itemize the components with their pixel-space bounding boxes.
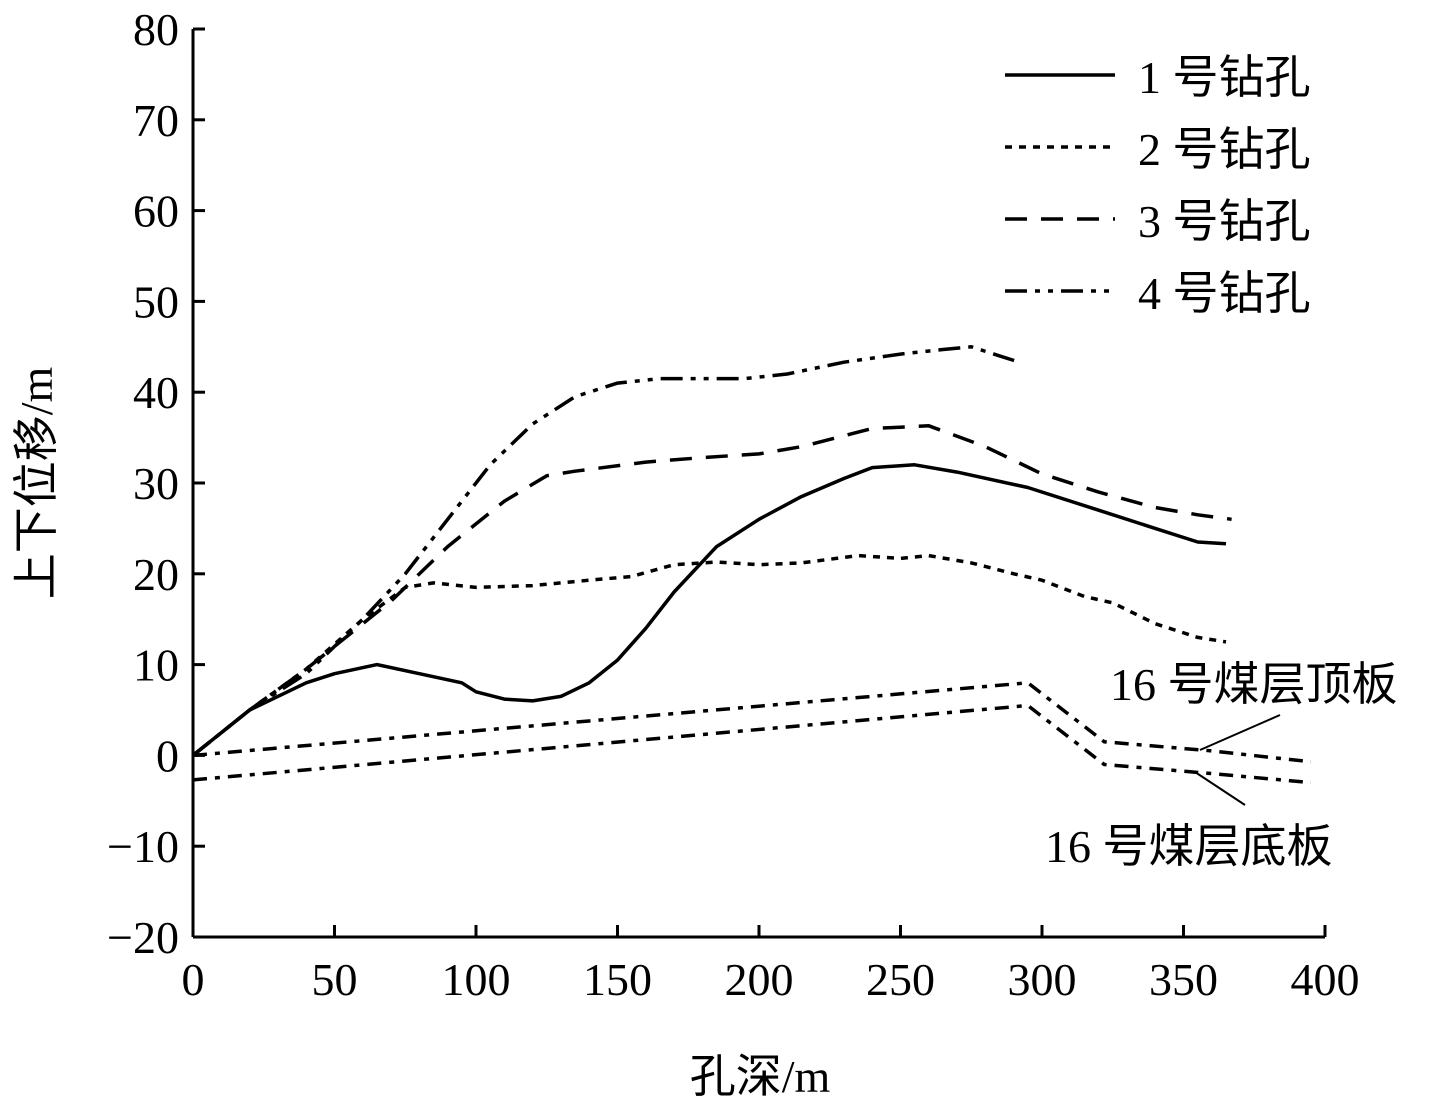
x-tick-label: 300 <box>1008 954 1077 1005</box>
y-tick-label: 70 <box>133 95 179 146</box>
series-line-3 <box>191 424 1232 757</box>
y-tick-label: 20 <box>133 549 179 600</box>
y-tick-label: 50 <box>133 276 179 327</box>
y-axis-label: 上下位移/m <box>11 367 62 600</box>
y-tick-label: 10 <box>133 640 179 691</box>
y-tick-label: 80 <box>133 4 179 55</box>
legend-label-1: 1 号钻孔 <box>1138 52 1311 103</box>
legend: 1 号钻孔 2 号钻孔 3 号钻孔 4 号钻孔 <box>1005 52 1311 319</box>
legend-label-4: 4 号钻孔 <box>1138 268 1311 319</box>
coal-roof-line <box>192 680 1312 764</box>
y-tick-label: 40 <box>133 367 179 418</box>
legend-label-3: 3 号钻孔 <box>1138 196 1311 247</box>
series-line-1 <box>191 463 1227 757</box>
x-tick-label: 200 <box>725 954 794 1005</box>
x-tick-label: 100 <box>442 954 511 1005</box>
y-tick-label: 0 <box>156 730 179 781</box>
coal-floor-line <box>192 703 1312 785</box>
coal-roof-label: 16 号煤层顶板 <box>1110 659 1398 710</box>
y-tick-label: 30 <box>133 458 179 509</box>
x-tick-label: 400 <box>1291 954 1360 1005</box>
legend-label-2: 2 号钻孔 <box>1138 124 1311 175</box>
x-tick-label: 150 <box>583 954 652 1005</box>
x-tick-label: 350 <box>1149 954 1218 1005</box>
coal-floor-leader <box>1194 771 1246 806</box>
y-tick-label: −10 <box>107 821 179 872</box>
coal-roof-leader <box>1199 714 1281 751</box>
coal-floor-label: 16 号煤层底板 <box>1045 821 1333 872</box>
y-tick-label: −20 <box>107 912 179 963</box>
series-line-4 <box>191 345 1020 757</box>
x-axis-label: 孔深/m <box>690 1051 831 1102</box>
x-tick-label: 50 <box>312 954 358 1005</box>
x-tick-label: 250 <box>866 954 935 1005</box>
series-line-2 <box>191 553 1227 757</box>
x-tick-label: 0 <box>182 954 205 1005</box>
y-tick-label: 60 <box>133 186 179 237</box>
